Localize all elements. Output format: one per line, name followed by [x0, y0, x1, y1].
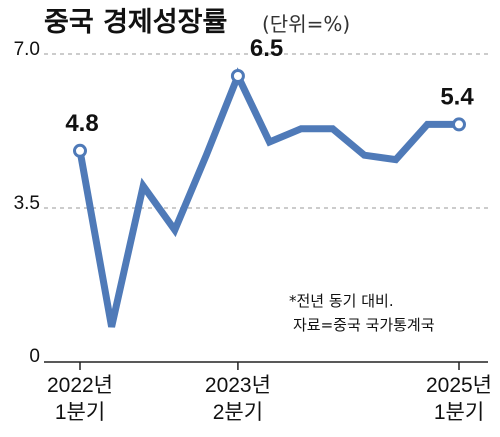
x-tick-label: 2023년 — [205, 374, 271, 397]
data-label: 6.5 — [250, 35, 283, 62]
data-label: 4.8 — [65, 110, 98, 137]
grid-lines: 7.0 3.5 0 — [14, 39, 488, 367]
x-tick-sublabel: 2분기 — [213, 401, 263, 424]
note-source: 자료=중국 국가통계국 — [293, 316, 435, 334]
data-label: 5.4 — [440, 83, 474, 110]
data-point-marker — [73, 143, 87, 158]
chart-title: 중국 경제성장률 — [44, 7, 227, 38]
data-point-marker — [452, 117, 466, 132]
data-series — [73, 67, 466, 328]
y-tick-label: 7.0 — [14, 39, 40, 60]
x-tick-label: 2025년 — [426, 374, 492, 397]
chart-unit-note: (단위=%) — [262, 12, 350, 36]
series-line — [76, 67, 459, 328]
data-labels: 4.8 6.5 5.4 — [65, 35, 474, 137]
y-tick-label: 0 — [29, 346, 40, 367]
x-axis: 2022년 1분기 2023년 2분기 2025년 1분기 — [44, 361, 492, 424]
y-tick-label: 3.5 — [14, 193, 40, 214]
x-tick-label: 2022년 — [47, 374, 113, 397]
x-tick-sublabel: 1분기 — [55, 401, 105, 424]
x-tick-sublabel: 1분기 — [434, 401, 484, 424]
data-point-marker — [230, 69, 245, 83]
note-comparison: *전년 동기 대비. — [289, 292, 394, 310]
